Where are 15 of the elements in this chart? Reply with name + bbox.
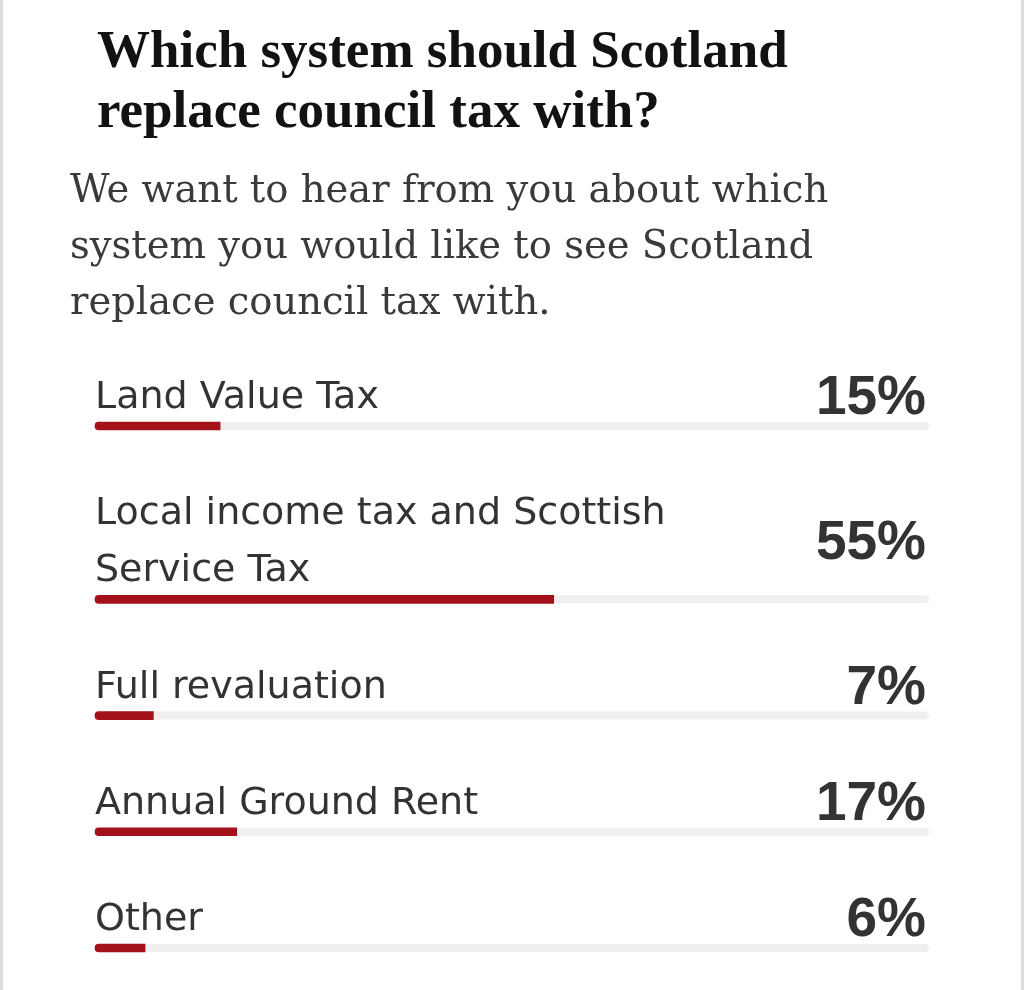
data-label: 6% bbox=[846, 886, 926, 948]
y-tick-label: Full revaluation bbox=[95, 662, 387, 707]
chart-title: Which system should Scotland replace council tax with? bbox=[97, 19, 789, 139]
data-label: 17% bbox=[815, 769, 926, 832]
bar bbox=[94, 943, 146, 953]
y-tick-label: Other bbox=[95, 895, 204, 939]
y-tick-label: Annual Ground Rent bbox=[95, 778, 479, 823]
bar bbox=[94, 827, 238, 837]
y-tick-label: Local income tax and Scottish Service Tax bbox=[95, 489, 666, 591]
data-label: 7% bbox=[846, 653, 926, 716]
y-tick-label: Land Value Tax bbox=[95, 373, 379, 417]
chart-subtitle: We want to hear from you about which system you would like to see Scotland replace council tax with. bbox=[70, 165, 830, 325]
data-label: 15% bbox=[815, 364, 926, 426]
bar bbox=[94, 711, 154, 720]
data-label: 55% bbox=[815, 508, 926, 571]
